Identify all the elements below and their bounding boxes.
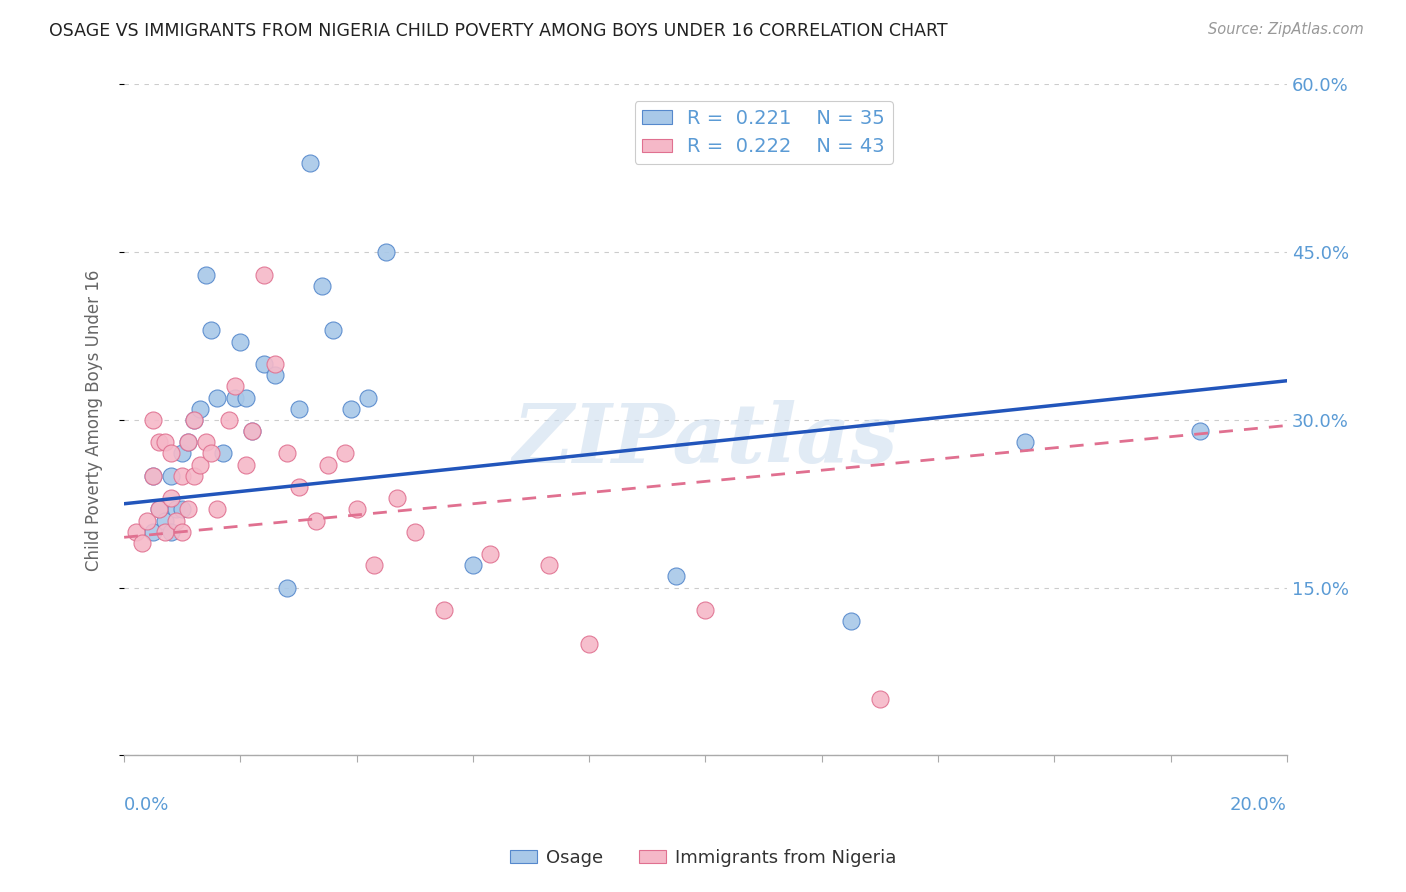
Point [125,524,148,539]
Point [183,468,205,483]
Point [205,502,228,516]
Point [224,379,246,393]
Point [148,502,170,516]
Point [299,155,322,169]
Point [172,524,194,539]
Point [240,424,263,438]
Point [346,502,368,516]
Point [177,502,200,516]
Point [166,514,188,528]
Point [224,391,246,405]
Point [172,502,194,516]
Legend: R =  0.221    N = 35, R =  0.222    N = 43: R = 0.221 N = 35, R = 0.222 N = 43 [634,101,893,164]
Point [235,391,257,405]
Point [159,468,181,483]
Text: OSAGE VS IMMIGRANTS FROM NIGERIA CHILD POVERTY AMONG BOYS UNDER 16 CORRELATION C: OSAGE VS IMMIGRANTS FROM NIGERIA CHILD P… [49,22,948,40]
Point [183,413,205,427]
Point [177,435,200,450]
Point [142,413,165,427]
Text: Source: ZipAtlas.com: Source: ZipAtlas.com [1208,22,1364,37]
Point [148,502,170,516]
Point [153,524,176,539]
Point [869,692,891,706]
Point [166,502,188,516]
Point [311,278,333,293]
Point [374,245,396,260]
Point [142,524,165,539]
Point [305,514,328,528]
Point [131,536,153,550]
Point [287,401,309,416]
Point [253,268,276,282]
Point [142,468,165,483]
Point [240,424,263,438]
Point [200,323,222,337]
Point [159,491,181,505]
Point [316,458,339,472]
Point [159,524,181,539]
Point [839,614,862,628]
Point [194,268,217,282]
Point [253,357,276,371]
Point [287,480,309,494]
Text: 20.0%: 20.0% [1230,796,1286,814]
Point [264,357,287,371]
Point [1014,435,1036,450]
Point [578,636,600,650]
Point [205,391,228,405]
Point [357,391,380,405]
Point [276,446,298,460]
Text: ZIPatlas: ZIPatlas [513,400,898,480]
Point [363,558,385,573]
Point [235,458,257,472]
Point [537,558,560,573]
Point [200,446,222,460]
Legend: Osage, Immigrants from Nigeria: Osage, Immigrants from Nigeria [502,842,904,874]
Point [159,446,181,460]
Point [172,446,194,460]
Point [212,446,235,460]
Point [695,603,717,617]
Point [188,401,211,416]
Point [136,514,159,528]
Point [188,458,211,472]
Point [404,524,426,539]
Point [153,514,176,528]
Point [479,547,502,561]
Point [229,334,252,349]
Text: 0.0%: 0.0% [124,796,170,814]
Point [340,401,363,416]
Point [264,368,287,383]
Point [153,435,176,450]
Y-axis label: Child Poverty Among Boys Under 16: Child Poverty Among Boys Under 16 [86,269,103,571]
Point [665,569,688,583]
Point [194,435,217,450]
Point [433,603,456,617]
Point [387,491,409,505]
Point [322,323,344,337]
Point [177,435,200,450]
Point [1188,424,1211,438]
Point [333,446,356,460]
Point [148,435,170,450]
Point [183,413,205,427]
Point [276,581,298,595]
Point [218,413,240,427]
Point [461,558,484,573]
Point [142,468,165,483]
Point [172,468,194,483]
